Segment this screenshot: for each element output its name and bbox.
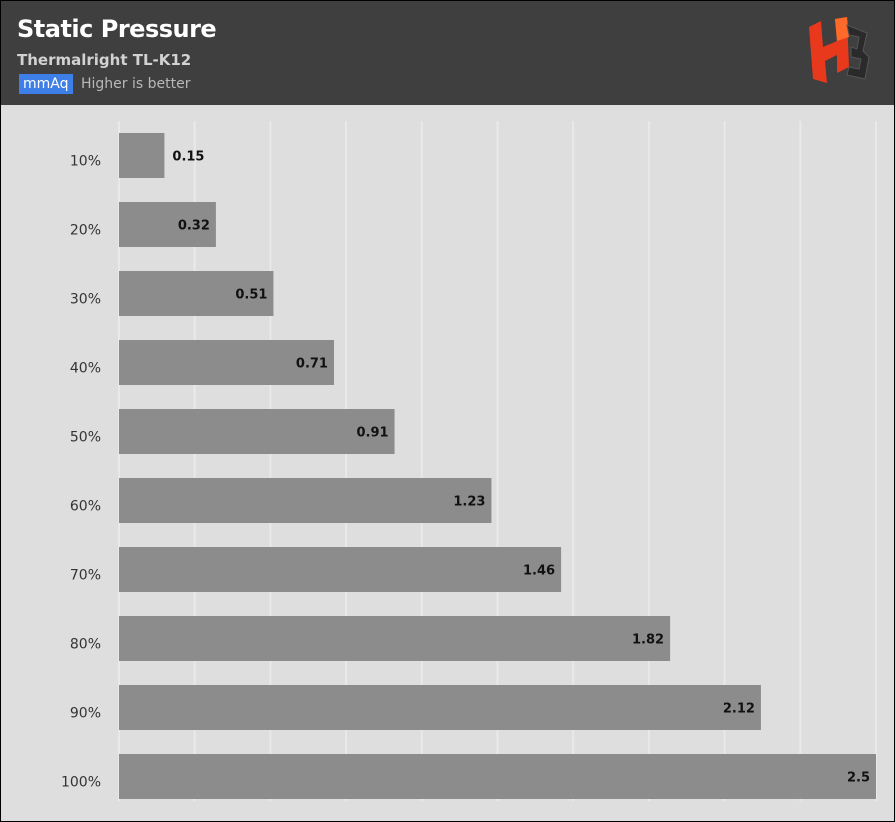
bar-10% bbox=[119, 133, 165, 178]
value-label-10%: 0.15 bbox=[172, 150, 204, 165]
value-label-50%: 0.91 bbox=[356, 426, 388, 441]
chart-subtitle: Thermalright TL-K12 bbox=[17, 51, 192, 69]
bar-80% bbox=[119, 616, 671, 661]
value-label-20%: 0.32 bbox=[178, 219, 210, 234]
category-label-50%: 50% bbox=[70, 430, 101, 446]
chart-header: Static Pressure Thermalright TL-K12 mmAq… bbox=[1, 1, 894, 105]
bar-90% bbox=[119, 685, 761, 730]
category-label-60%: 60% bbox=[70, 499, 101, 515]
bar-30% bbox=[119, 271, 274, 316]
hb-logo-icon bbox=[809, 17, 870, 83]
bar-chart: 10% 0.15 20% 0.32 30% 0.51 40% 0.71 50% 0.91 60% 1.… bbox=[61, 121, 877, 801]
bar-40% bbox=[119, 340, 334, 385]
bar-60% bbox=[119, 478, 492, 523]
chart-title: Static Pressure bbox=[17, 15, 217, 43]
category-label-70%: 70% bbox=[70, 568, 101, 584]
value-label-70%: 1.46 bbox=[523, 564, 555, 579]
value-label-90%: 2.12 bbox=[723, 702, 755, 717]
bar-70% bbox=[119, 547, 562, 592]
category-label-30%: 30% bbox=[70, 292, 101, 308]
higher-is-better-note: Higher is better bbox=[81, 76, 191, 92]
value-label-30%: 0.51 bbox=[235, 288, 267, 303]
category-label-90%: 90% bbox=[70, 706, 101, 722]
unit-badge: mmAq bbox=[19, 74, 73, 94]
bar-20% bbox=[119, 202, 216, 247]
value-label-40%: 0.71 bbox=[296, 357, 328, 372]
value-label-80%: 1.82 bbox=[632, 633, 664, 648]
bar-100% bbox=[119, 754, 876, 799]
value-label-60%: 1.23 bbox=[453, 495, 485, 510]
category-label-10%: 10% bbox=[70, 154, 101, 170]
category-label-40%: 40% bbox=[70, 361, 101, 377]
category-label-100%: 100% bbox=[61, 775, 101, 791]
category-label-80%: 80% bbox=[70, 637, 101, 653]
bar-50% bbox=[119, 409, 395, 454]
category-label-20%: 20% bbox=[70, 223, 101, 239]
value-label-100%: 2.5 bbox=[847, 771, 870, 786]
